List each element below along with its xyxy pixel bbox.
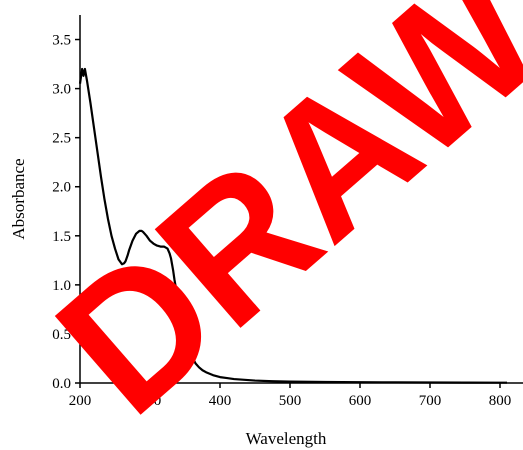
axes: 200 300 400 500 600 700 800 0.0 0.5 1.0 1.5 2.0 2.5… xyxy=(52,15,523,409)
y-tick-label: 1.5 xyxy=(52,229,71,245)
x-tick-label: 200 xyxy=(69,393,92,409)
x-axis-title: Wavelength xyxy=(246,429,327,448)
x-tick-label: 600 xyxy=(349,393,372,409)
x-axis-ticks: 200 300 400 500 600 700 800 xyxy=(69,383,512,409)
absorbance-series-line xyxy=(78,67,507,384)
y-tick-label: 3.5 xyxy=(52,33,71,49)
y-axis-ticks: 0.0 0.5 1.0 1.5 2.0 2.5 3.0 3.5 xyxy=(52,33,80,392)
y-tick-label: 2.0 xyxy=(52,180,71,196)
x-tick-label: 700 xyxy=(419,393,442,409)
x-tick-label: 800 xyxy=(489,393,512,409)
y-tick-label: 3.0 xyxy=(52,82,71,98)
plot-area xyxy=(78,67,507,384)
y-tick-label: 0.0 xyxy=(52,376,71,392)
x-tick-label: 500 xyxy=(279,393,302,409)
y-tick-label: 1.0 xyxy=(52,278,71,294)
y-tick-label: 2.5 xyxy=(52,131,71,147)
x-tick-label: 300 xyxy=(139,393,162,409)
x-tick-label: 400 xyxy=(209,393,232,409)
y-axis-title: Absorbance xyxy=(9,158,28,239)
y-tick-label: 0.5 xyxy=(52,327,71,343)
